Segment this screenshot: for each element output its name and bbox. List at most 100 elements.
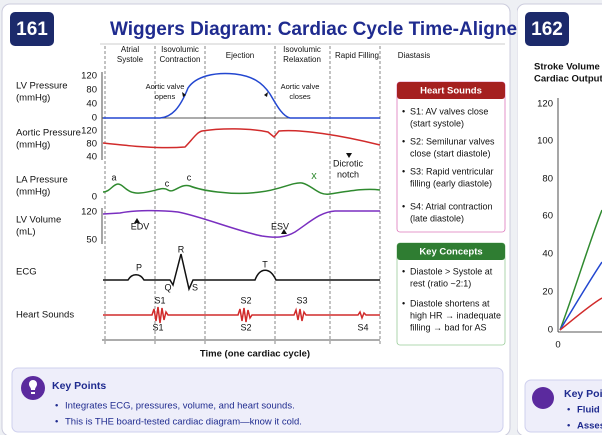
tick: 80: [86, 85, 97, 96]
bulb-icon: [532, 387, 554, 409]
row-label: (mL): [16, 227, 36, 238]
row-label: LA Pressure: [16, 175, 68, 186]
tick: 120: [81, 126, 97, 137]
phase: Atrial: [121, 45, 139, 54]
curve: [559, 297, 602, 331]
tick: 80: [542, 174, 553, 185]
phase: Ejection: [226, 51, 254, 60]
title: Wiggers Diagram: Cardiac Cycle Time-Alig…: [110, 19, 529, 40]
tick: 100: [537, 136, 553, 147]
row-label: ECG: [16, 267, 37, 278]
badge: [10, 12, 54, 46]
box-title: Key Concepts: [419, 247, 482, 258]
svg-text:•: •: [402, 136, 405, 146]
row-label: LV Pressure: [16, 81, 68, 92]
svg-text:•: •: [402, 166, 405, 176]
sound-label: S4: [357, 322, 368, 332]
wave-label: a: [111, 172, 116, 182]
card: [517, 3, 602, 435]
la-pressure-curve: [102, 182, 381, 195]
annotation: notch: [337, 169, 359, 179]
key-concepts-list: • Diastole > Systole at rest (ratio ~2:1)…: [402, 266, 501, 332]
tick: 40: [86, 99, 97, 110]
heart-sound-trace: [103, 306, 380, 324]
phase: Systole: [117, 55, 144, 64]
key-point: This is THE board-tested cardiac diagram…: [65, 417, 302, 428]
tick: 40: [86, 152, 97, 163]
annotation: Aortic valve: [281, 82, 320, 91]
sound-label: S2: [240, 295, 251, 305]
phase: Rapid Filling: [335, 51, 379, 60]
box-title: Heart Sounds: [420, 86, 482, 97]
ecg-trace: [103, 253, 380, 292]
list-item: (late diastole): [410, 213, 464, 223]
tick: 60: [542, 211, 553, 222]
tick: 120: [81, 71, 97, 82]
tick: 120: [537, 99, 553, 110]
tick: 0: [92, 113, 97, 124]
list-item: (start systole): [410, 118, 464, 128]
tick: 50: [86, 235, 97, 246]
row-label: (mmHg): [16, 187, 50, 198]
tick: 20: [542, 287, 553, 298]
aortic-pressure-curve: [102, 128, 381, 149]
list-item: high HR → inadequate: [410, 310, 501, 320]
badge: [525, 12, 569, 46]
phase: Diastasis: [398, 51, 430, 60]
list-item: S4: Atrial contraction: [410, 201, 493, 211]
axis-title: Stroke Volume: [534, 62, 600, 73]
key-point: Integrates ECG, pressures, volume, and h…: [65, 401, 295, 412]
x-axis-label: Time (one cardiac cycle): [200, 349, 310, 360]
list-item: Diastole shortens at: [410, 298, 490, 308]
list-item: S1: AV valves close: [410, 106, 488, 116]
svg-text:•: •: [567, 421, 570, 432]
next-card: 162 Stroke Volume Cardiac Output 120 100…: [517, 3, 602, 435]
phase: Isovolumic: [283, 45, 321, 54]
sound-label: S2: [240, 322, 251, 332]
wave-label: S: [192, 282, 198, 292]
box-header: [397, 82, 505, 99]
list-item: filling → bad for AS: [410, 322, 487, 332]
key-points-box: [11, 367, 504, 433]
list-item: S3: Rapid ventricular: [410, 166, 494, 176]
list-item: Diastole > Systole at: [410, 266, 493, 276]
wave-label: x: [311, 170, 317, 182]
svg-text:•: •: [55, 401, 58, 412]
sound-label: S1: [152, 322, 163, 332]
wave-label: c: [165, 178, 170, 188]
row-label: (mmHg): [16, 93, 50, 104]
card: [1, 3, 511, 435]
annotation: Aortic valve: [146, 82, 185, 91]
annotation: EDV: [131, 221, 150, 231]
lv-pressure-curve: [103, 72, 380, 119]
wave-label: R: [178, 244, 185, 254]
row-label: (mmHg): [16, 140, 50, 151]
list-item: rest (ratio ~2:1): [410, 278, 471, 288]
arrows: [134, 92, 352, 234]
bulb-glyph: [29, 380, 37, 394]
lv-volume-curve: [102, 209, 380, 238]
row-label: Heart Sounds: [16, 310, 74, 321]
box-header: [397, 243, 505, 260]
phase: Isovolumic: [161, 45, 199, 54]
wave-label: c: [187, 172, 192, 182]
key-points-title: Key Points: [564, 388, 602, 400]
tick: 0: [92, 192, 97, 203]
svg-text:•: •: [402, 266, 405, 276]
list-item: filling (early diastole): [410, 178, 492, 188]
sound-label: S1: [154, 295, 165, 305]
key-points-title: Key Points: [52, 380, 106, 392]
axis-title: Cardiac Output: [534, 74, 602, 85]
row-label: Aortic Pressure: [16, 128, 81, 139]
annotation: opens: [155, 92, 176, 101]
tick: 120: [81, 207, 97, 218]
svg-text:•: •: [402, 298, 405, 308]
phase: Relaxation: [283, 55, 321, 64]
list-item: S2: Semilunar valves: [410, 136, 495, 146]
phase: Contraction: [160, 55, 201, 64]
annotation: closes: [289, 92, 311, 101]
sound-label: S3: [296, 295, 307, 305]
card-number: 162: [531, 19, 563, 40]
wave-label: Q: [164, 282, 171, 292]
